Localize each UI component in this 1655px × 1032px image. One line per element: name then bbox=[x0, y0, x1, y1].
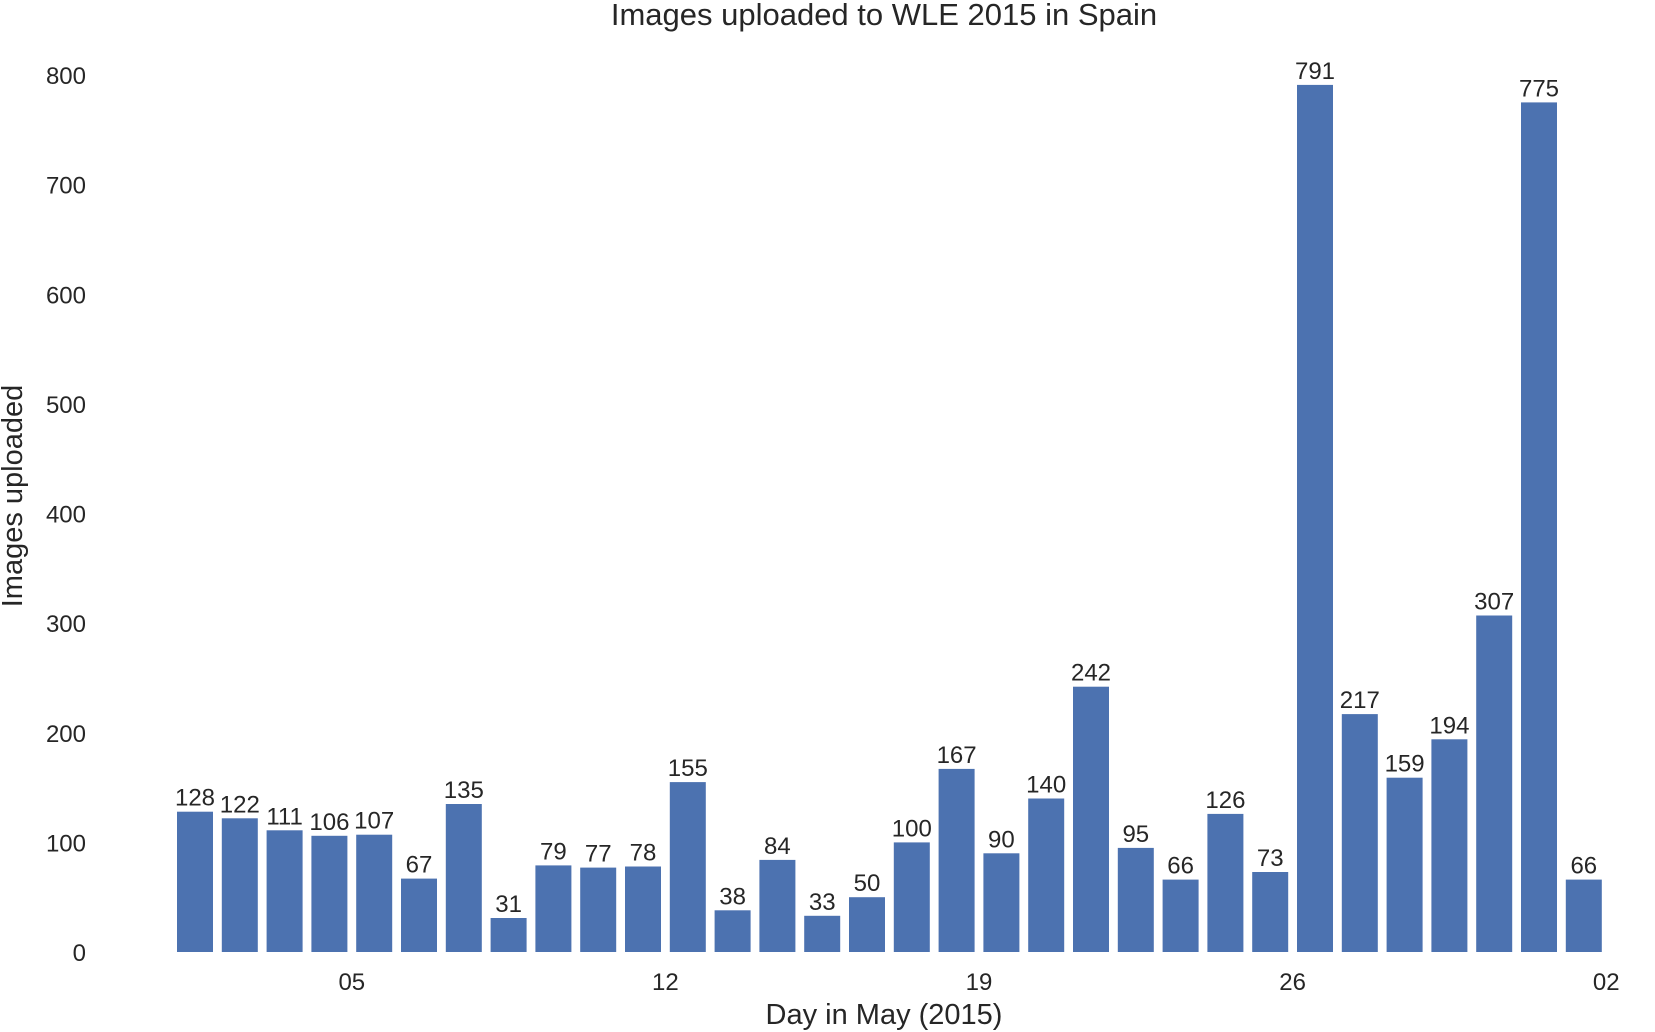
bar bbox=[714, 910, 751, 952]
y-tick-label: 600 bbox=[46, 282, 86, 309]
data-label: 140 bbox=[1026, 772, 1066, 799]
data-label: 79 bbox=[540, 838, 567, 865]
bar bbox=[849, 897, 885, 952]
y-tick-label: 800 bbox=[46, 63, 86, 90]
data-label: 38 bbox=[719, 883, 746, 910]
data-label: 106 bbox=[309, 809, 349, 836]
data-labels-group: 128 122 111 106 107 67 135 31 79 77 78 155 38 84 33 50 1… bbox=[175, 58, 1597, 918]
bar bbox=[625, 866, 661, 952]
bar bbox=[445, 804, 482, 952]
x-axis-label: Day in May (2015) bbox=[766, 999, 1003, 1031]
chart-title: Images uploaded to WLE 2015 in Spain bbox=[611, 0, 1157, 32]
data-label: 50 bbox=[854, 870, 881, 897]
y-tick-label: 200 bbox=[46, 721, 86, 748]
bar bbox=[356, 834, 393, 952]
data-label: 307 bbox=[1474, 589, 1514, 616]
bars-group bbox=[177, 84, 1602, 952]
data-label: 73 bbox=[1257, 845, 1284, 872]
bar bbox=[401, 878, 437, 952]
data-label: 167 bbox=[937, 742, 977, 769]
y-tick-label: 500 bbox=[46, 392, 86, 419]
bar bbox=[1028, 798, 1065, 952]
bar bbox=[938, 768, 975, 952]
y-tick-label: 100 bbox=[46, 830, 86, 857]
y-axis: 0 100 200 300 400 500 600 700 800 bbox=[46, 63, 86, 967]
bar bbox=[311, 835, 348, 952]
bar bbox=[221, 818, 258, 952]
x-tick-label: 12 bbox=[652, 969, 679, 996]
data-label: 791 bbox=[1295, 58, 1335, 85]
bar bbox=[1431, 739, 1468, 952]
data-label: 90 bbox=[988, 826, 1015, 853]
bar bbox=[1117, 847, 1154, 952]
y-tick-label: 700 bbox=[46, 173, 86, 200]
data-label: 135 bbox=[444, 777, 484, 804]
data-label: 217 bbox=[1340, 687, 1380, 714]
bar bbox=[1207, 813, 1244, 952]
data-label: 107 bbox=[354, 808, 394, 835]
bar bbox=[580, 867, 617, 952]
bar bbox=[759, 859, 796, 952]
bar bbox=[669, 782, 706, 952]
data-label: 78 bbox=[630, 840, 657, 867]
bar bbox=[490, 918, 527, 952]
bar bbox=[1073, 686, 1109, 952]
data-label: 31 bbox=[495, 891, 522, 918]
data-label: 66 bbox=[1167, 853, 1194, 880]
bar bbox=[1162, 879, 1199, 952]
y-axis-label: Images uploaded bbox=[0, 385, 29, 608]
bar bbox=[1341, 714, 1378, 952]
data-label: 67 bbox=[406, 852, 433, 879]
bar bbox=[1521, 102, 1557, 952]
data-label: 66 bbox=[1570, 853, 1597, 880]
bar bbox=[535, 865, 572, 952]
x-axis: 05 12 19 26 02 bbox=[338, 969, 1619, 996]
data-label: 775 bbox=[1519, 75, 1559, 102]
y-tick-label: 400 bbox=[46, 502, 86, 529]
bar bbox=[804, 915, 841, 952]
bar bbox=[893, 842, 930, 952]
data-label: 111 bbox=[266, 803, 302, 830]
bar bbox=[1297, 84, 1333, 952]
bar bbox=[1565, 879, 1602, 952]
data-label: 77 bbox=[585, 841, 612, 868]
data-label: 128 bbox=[175, 785, 215, 812]
data-label: 122 bbox=[220, 791, 260, 818]
data-label: 126 bbox=[1205, 787, 1245, 814]
data-label: 100 bbox=[892, 815, 932, 842]
bar bbox=[1476, 615, 1513, 952]
y-tick-label: 0 bbox=[73, 940, 86, 967]
bar bbox=[1386, 777, 1423, 952]
x-tick-label: 19 bbox=[966, 969, 993, 996]
data-label: 242 bbox=[1071, 660, 1111, 687]
x-tick-label: 02 bbox=[1593, 969, 1620, 996]
data-label: 159 bbox=[1385, 751, 1425, 778]
data-label: 33 bbox=[809, 889, 836, 916]
bar bbox=[983, 853, 1020, 952]
data-label: 194 bbox=[1429, 712, 1469, 739]
y-tick-label: 300 bbox=[46, 611, 86, 638]
bar bbox=[266, 830, 303, 952]
bar bbox=[177, 811, 213, 952]
x-tick-label: 05 bbox=[338, 969, 365, 996]
data-label: 95 bbox=[1122, 821, 1149, 848]
bar bbox=[1252, 872, 1289, 952]
x-tick-label: 26 bbox=[1279, 969, 1306, 996]
data-label: 84 bbox=[764, 833, 791, 860]
data-label: 155 bbox=[668, 755, 708, 782]
